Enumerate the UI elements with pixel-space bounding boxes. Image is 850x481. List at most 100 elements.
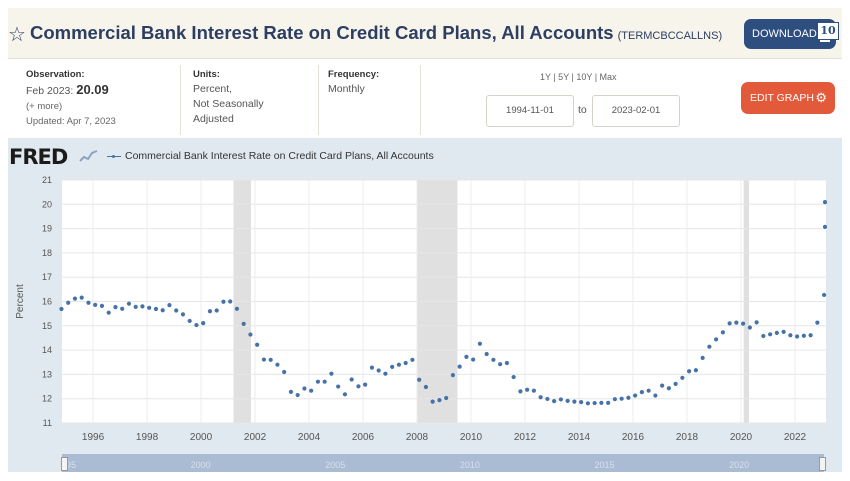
data-point <box>720 330 725 335</box>
data-point <box>822 224 828 229</box>
data-point <box>612 397 617 402</box>
data-point <box>795 334 800 339</box>
y-tick-label: 13 <box>42 369 52 379</box>
data-point <box>484 351 489 357</box>
x-tick-label: 1996 <box>82 432 105 443</box>
data-point <box>403 360 408 366</box>
data-point <box>248 332 253 337</box>
data-point <box>653 393 658 398</box>
data-point <box>545 396 550 402</box>
units-label: Units: <box>193 69 220 80</box>
data-point <box>444 395 449 401</box>
edit-graph-label: EDIT GRAPH <box>750 92 814 104</box>
data-point <box>295 392 300 398</box>
data-point <box>59 306 64 312</box>
data-point <box>518 389 523 394</box>
slider-right-handle[interactable] <box>819 457 826 471</box>
data-point <box>660 383 665 388</box>
data-point <box>194 322 199 328</box>
data-point <box>66 300 71 305</box>
data-point <box>437 398 442 403</box>
data-point <box>72 296 78 301</box>
to-label: to <box>578 104 587 116</box>
fred-chart-icon <box>79 149 99 163</box>
x-tick-label: 2004 <box>298 432 321 443</box>
data-point <box>639 390 644 395</box>
data-point <box>315 379 321 384</box>
y-tick-label: 17 <box>42 272 52 282</box>
end-date-input[interactable]: 2023-02-01 <box>592 95 680 127</box>
range-selector[interactable]: 1Y | 5Y | 10Y | Max <box>540 72 617 82</box>
x-tick-label: 2022 <box>784 432 807 443</box>
data-point <box>167 303 172 308</box>
frequency-block: Frequency: Monthly <box>328 67 379 97</box>
x-tick-label: 2014 <box>568 432 591 443</box>
data-point <box>153 306 159 312</box>
slider-left-handle[interactable] <box>61 457 68 471</box>
edit-graph-button[interactable]: EDIT GRAPH ⚙ <box>741 82 835 114</box>
data-point <box>174 308 179 313</box>
data-point <box>788 333 793 338</box>
x-tick-label: 2006 <box>352 432 375 443</box>
fred-logo: FRED <box>9 145 68 169</box>
data-point <box>464 354 469 360</box>
data-point <box>450 373 456 378</box>
slider-year-label: 2010 <box>460 460 480 470</box>
observation-block: Observation: Feb 2023: 20.09 (+ more) Up… <box>26 67 116 129</box>
star-icon[interactable]: ☆ <box>8 24 26 46</box>
x-tick-label: 2012 <box>514 432 537 443</box>
date-range-slider[interactable] <box>62 454 824 472</box>
data-point <box>761 333 766 339</box>
more-link[interactable]: (+ more) <box>26 101 63 112</box>
data-point <box>417 377 422 382</box>
divider <box>318 65 319 135</box>
data-point <box>498 362 503 367</box>
legend-marker <box>107 154 121 158</box>
data-point <box>86 300 91 305</box>
y-axis-label: Percent <box>15 284 26 319</box>
start-date-input[interactable]: 1994-11-01 <box>486 95 574 127</box>
data-point <box>322 379 327 384</box>
data-point <box>430 399 435 404</box>
data-point <box>592 400 597 406</box>
data-point <box>369 365 375 370</box>
data-point <box>585 401 590 406</box>
data-point <box>268 357 273 362</box>
y-tick-label: 18 <box>42 248 52 258</box>
data-point <box>201 321 206 326</box>
y-tick-label: 11 <box>43 418 52 428</box>
data-point <box>700 355 705 360</box>
x-tick-label: 2008 <box>406 432 429 443</box>
x-tick-label: 2000 <box>190 432 213 443</box>
data-point <box>309 388 314 393</box>
data-point <box>423 384 429 390</box>
overlay-badge: 10 <box>817 22 839 40</box>
data-point <box>666 386 671 391</box>
data-point <box>396 362 402 367</box>
gear-icon: ⚙ <box>815 90 827 105</box>
data-point <box>741 321 746 326</box>
data-point <box>734 320 739 325</box>
data-point <box>221 299 226 304</box>
data-point <box>363 382 368 387</box>
units-line: Adjusted <box>193 113 234 125</box>
data-point <box>99 303 105 308</box>
download-label: DOWNLOAD <box>752 28 817 40</box>
data-point <box>329 371 334 376</box>
data-point <box>673 381 678 386</box>
data-point <box>180 312 186 317</box>
data-point <box>693 368 698 373</box>
data-point <box>207 309 213 314</box>
chart-legend: Commercial Bank Interest Rate on Credit … <box>107 150 434 162</box>
data-point <box>491 357 496 362</box>
x-tick-label: 2016 <box>622 432 645 443</box>
x-tick-label: 2018 <box>676 432 699 443</box>
data-point <box>727 321 732 326</box>
data-point <box>774 330 779 335</box>
observation-date: Feb 2023: <box>26 85 74 97</box>
page-title: Commercial Bank Interest Rate on Credit … <box>30 22 722 44</box>
data-point <box>579 400 584 405</box>
slider-year-label: 2005 <box>325 460 345 470</box>
data-point <box>113 304 118 310</box>
